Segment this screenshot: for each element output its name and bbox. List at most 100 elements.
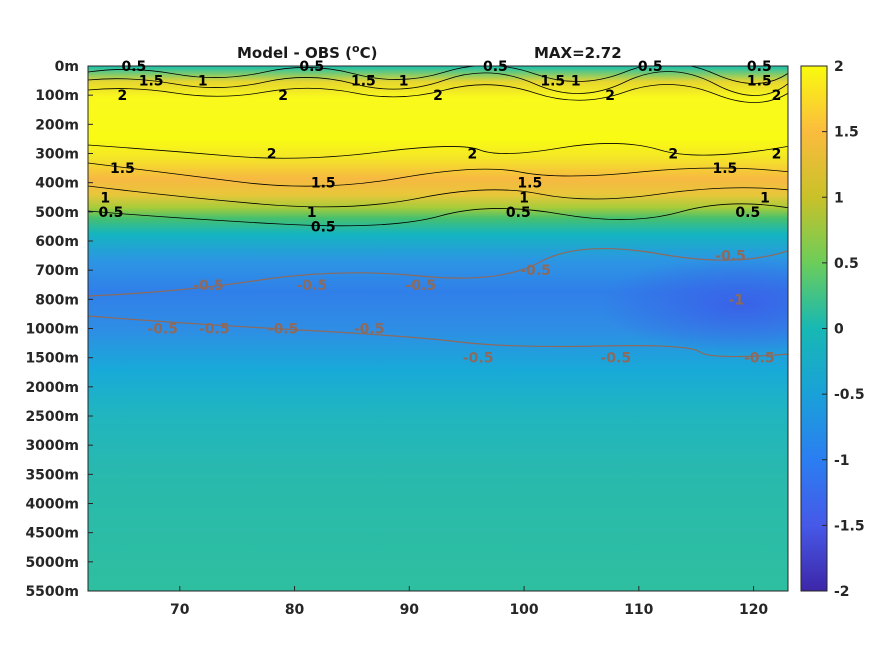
contour-line bbox=[88, 203, 788, 227]
contour-label: 0.5 bbox=[121, 59, 146, 75]
y-tick-label: 600m bbox=[35, 234, 79, 250]
contour-label: -0.5 bbox=[147, 322, 178, 338]
contour-label: -0.5 bbox=[520, 263, 551, 279]
y-tick-label: 1000m bbox=[25, 322, 79, 338]
x-tick-label: 90 bbox=[400, 602, 420, 618]
contour-label: 0.5 bbox=[735, 205, 760, 221]
y-tick-label: 500m bbox=[35, 205, 79, 221]
contour-label: 1.5 bbox=[517, 176, 542, 192]
contour-label: 2 bbox=[668, 147, 678, 163]
contour-label: 1.5 bbox=[712, 161, 737, 177]
y-tick-label: 200m bbox=[35, 117, 79, 133]
contour-label: -0.5 bbox=[354, 322, 385, 338]
y-tick-label: 700m bbox=[35, 263, 79, 279]
contour-label: 1 bbox=[198, 74, 208, 90]
y-tick-label: 2500m bbox=[25, 409, 79, 425]
contour-labels: 0.51.5 120.521.5 120.51.5 120.5 0.51.522 2 2 21… bbox=[99, 59, 782, 367]
contour-label: 1.5 bbox=[110, 161, 135, 177]
contour-label: -1 bbox=[729, 292, 745, 308]
contour-label: -0.5 bbox=[744, 351, 775, 367]
y-tick-label: 400m bbox=[35, 176, 79, 192]
negative-anomaly-region bbox=[560, 250, 788, 360]
title-group: Model - OBS (oC) MAX=2.72 bbox=[237, 42, 622, 62]
contour-label: 1 bbox=[307, 205, 317, 221]
contour-label: -0.5 bbox=[268, 322, 299, 338]
y-tick-label: 3000m bbox=[25, 438, 79, 454]
contour-line bbox=[88, 84, 788, 103]
contour-label: -0.5 bbox=[296, 278, 327, 294]
x-axis: 70 80 90 100 110 120 bbox=[170, 586, 768, 618]
contour-label: 0.5 bbox=[99, 205, 124, 221]
contour-label: -0.5 bbox=[199, 322, 230, 338]
y-tick-label: 2000m bbox=[25, 380, 79, 396]
contour-label: 1.5 bbox=[747, 74, 772, 90]
chart-title: Model - OBS (oC) bbox=[237, 42, 377, 62]
contour-label: 1 bbox=[760, 190, 770, 206]
contour-label: 0.5 bbox=[506, 205, 531, 221]
contour-label: -0.5 bbox=[601, 351, 632, 367]
colorbar-ticks: 2 1.5 1 0.5 0 -0.5 -1 -1.5 -2 bbox=[822, 59, 865, 600]
x-tick-label: 120 bbox=[739, 602, 768, 618]
contour-label: 0.5 bbox=[311, 219, 336, 235]
contour-label: 1 bbox=[519, 190, 529, 206]
contour-label: -0.5 bbox=[193, 278, 224, 294]
contour-label: 1.5 bbox=[311, 176, 336, 192]
colorbar-tick-label: -1.5 bbox=[834, 518, 865, 534]
contour-label: 1.5 bbox=[139, 74, 164, 90]
contour-label: -0.5 bbox=[715, 249, 746, 265]
x-tick-label: 70 bbox=[170, 602, 190, 618]
max-annotation: MAX=2.72 bbox=[534, 44, 622, 62]
x-tick-label: 100 bbox=[509, 602, 538, 618]
contour-label: 1.5 bbox=[540, 74, 565, 90]
contour-label: 0.5 bbox=[638, 59, 663, 75]
colorbar-tick-label: 1.5 bbox=[834, 125, 859, 141]
contour-line bbox=[88, 66, 788, 84]
contour-line bbox=[88, 247, 788, 297]
colorbar: 2 1.5 1 0.5 0 -0.5 -1 -1.5 -2 bbox=[800, 59, 865, 600]
y-tick-label: 4500m bbox=[25, 526, 79, 542]
contour-label: 2 bbox=[605, 88, 615, 104]
y-axis: 0m 100m 200m 300m 400m 500m 600m 700m 800m 1000m 1… bbox=[25, 59, 93, 600]
y-tick-label: 5000m bbox=[25, 555, 79, 571]
y-tick-label: 5500m bbox=[25, 584, 79, 600]
contour-line bbox=[88, 315, 788, 358]
contour-label: 1 bbox=[571, 74, 581, 90]
contour-line bbox=[88, 143, 788, 159]
contour-label: 0.5 bbox=[299, 59, 324, 75]
y-tick-label: 1500m bbox=[25, 351, 79, 367]
x-tick-label: 80 bbox=[285, 602, 305, 618]
contour-label: 2 bbox=[772, 88, 782, 104]
contour-label: 1.5 bbox=[351, 74, 376, 90]
contour-label: 2 bbox=[433, 88, 443, 104]
y-tick-label: 100m bbox=[35, 88, 79, 104]
x-tick-label: 110 bbox=[624, 602, 653, 618]
contour-label: 2 bbox=[772, 147, 782, 163]
colorbar-tick-label: 1 bbox=[834, 190, 844, 206]
colorbar-tick-label: 0.5 bbox=[834, 256, 859, 272]
contour-label: 0.5 bbox=[483, 59, 508, 75]
contour-label: -0.5 bbox=[463, 351, 494, 367]
y-tick-label: 3500m bbox=[25, 467, 79, 483]
colorbar-tick-label: 0 bbox=[834, 322, 844, 338]
colorbar-tick-label: -2 bbox=[834, 584, 850, 600]
y-tick-label: 0m bbox=[55, 59, 79, 75]
colorbar-tick-label: 2 bbox=[834, 59, 844, 75]
plot-area: 0.51.5 120.521.5 120.51.5 120.5 0.51.522 2 2 21… bbox=[87, 59, 789, 592]
colorbar-tick-label: -0.5 bbox=[834, 387, 865, 403]
contour-line bbox=[88, 162, 788, 187]
contour-label: 2 bbox=[278, 88, 288, 104]
contour-label: 2 bbox=[468, 147, 478, 163]
y-tick-label: 300m bbox=[35, 147, 79, 163]
contour-label: 2 bbox=[267, 147, 277, 163]
contour-label: 2 bbox=[118, 88, 128, 104]
contour-label: 0.5 bbox=[747, 59, 772, 75]
contour-label: -0.5 bbox=[405, 278, 436, 294]
y-tick-label: 800m bbox=[35, 292, 79, 308]
y-tick-label: 4000m bbox=[25, 497, 79, 513]
colorbar-tick-label: -1 bbox=[834, 453, 850, 469]
contour-line bbox=[88, 71, 788, 96]
contour-label: 1 bbox=[100, 190, 110, 206]
contour-label: 1 bbox=[399, 74, 409, 90]
contour-line bbox=[88, 185, 788, 208]
